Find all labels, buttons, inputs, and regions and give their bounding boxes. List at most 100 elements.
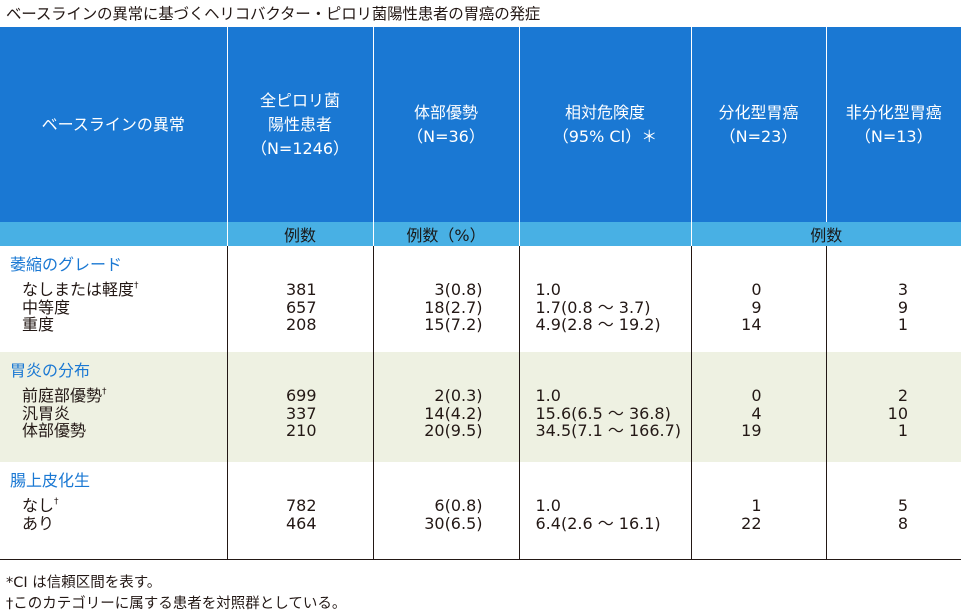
corpus-value: 6(0.8): [434, 496, 483, 515]
corpus-value: 3(0.8): [434, 280, 483, 299]
relative-risk-value-cell: 1.0 1.7(0.8 ～ 3.7) 4.9(2.8 ～ 19.2): [518, 246, 691, 352]
count-value: 337: [285, 403, 317, 423]
row-label: あり: [0, 513, 227, 533]
count-value: 699: [285, 386, 317, 405]
subheader-count: 例数: [226, 222, 373, 246]
count-value-cell: 782 464: [226, 462, 373, 560]
row-label-text: あり: [22, 513, 55, 533]
relative-risk-value: 1.0: [535, 496, 561, 515]
corpus-value: 20(9.5): [424, 421, 483, 440]
header-baseline-abnormality: ベースラインの異常: [0, 27, 227, 222]
row-label: なしまたは軽度†: [0, 281, 227, 299]
section-row: 萎縮のグレード なしまたは軽度† 中等度 重度 381 657 208 3(0.8) 18(2.…: [0, 246, 961, 352]
undiff-cancer-value: 5: [897, 496, 908, 515]
diff-cancer-value-cell: 1 22: [690, 462, 826, 560]
row-label-text: なし: [22, 496, 55, 515]
count-value-cell: 699 337 210: [226, 352, 373, 462]
corpus-value: 15(7.2): [424, 315, 483, 334]
section-row: 腸上皮化生 なし† あり 782 464 6(0.8) 30(6.5) 1.0 6.4(2.6 …: [0, 462, 961, 560]
count-value: 657: [285, 297, 317, 317]
dagger-mark: †: [102, 387, 107, 397]
count-value-cell: 381 657 208: [226, 246, 373, 352]
row-label-text: 汎胃炎: [22, 403, 71, 423]
undiff-cancer-value: 3: [897, 280, 908, 299]
row-label: 中等度: [0, 297, 227, 317]
corpus-value: 18(2.7): [424, 297, 483, 317]
relative-risk-value: 15.6(6.5 ～ 36.8): [535, 403, 671, 423]
data-table: ベースラインの異常 全ピロリ菌 陽性患者 （N=1246） 体部優勢 （N=36） 相…: [0, 27, 961, 560]
header-row: ベースラインの異常 全ピロリ菌 陽性患者 （N=1246） 体部優勢 （N=36） 相…: [0, 27, 961, 222]
relative-risk-value: 1.0: [535, 280, 561, 299]
row-label-text: 重度: [22, 315, 55, 334]
corpus-value: 2(0.3): [434, 386, 483, 405]
section-label-cell: 萎縮のグレード なしまたは軽度† 中等度 重度: [0, 246, 227, 352]
relative-risk-value: 6.4(2.6 ～ 16.1): [535, 513, 661, 533]
subheader-empty: [518, 222, 691, 246]
relative-risk-value: 4.9(2.8 ～ 19.2): [535, 315, 661, 334]
diff-cancer-value: 14: [741, 315, 762, 334]
section-label-cell: 胃炎の分布 前庭部優勢† 汎胃炎 体部優勢: [0, 352, 227, 462]
subheader-empty: [0, 222, 227, 246]
count-value: 381: [285, 280, 317, 299]
header-corpus-predominant: 体部優勢 （N=36）: [372, 27, 519, 222]
count-value: 208: [285, 315, 317, 334]
diff-cancer-value: 19: [741, 421, 762, 440]
subheader-row: 例数 例数（%） 例数: [0, 222, 961, 246]
count-value: 210: [285, 421, 317, 440]
relative-risk-value: 1.0: [535, 386, 561, 405]
dagger-mark: †: [54, 497, 59, 507]
diff-cancer-value: 22: [741, 513, 762, 533]
relative-risk-value-cell: 1.0 15.6(6.5 ～ 36.8) 34.5(7.1 ～ 166.7): [518, 352, 691, 462]
row-label-text: 体部優勢: [22, 421, 87, 440]
row-label: 前庭部優勢†: [0, 387, 227, 405]
subheader-count-cancer: 例数: [690, 222, 961, 246]
section-title: 萎縮のグレード: [10, 255, 123, 274]
diff-cancer-value: 4: [751, 403, 762, 423]
header-undifferentiated-cancer: 非分化型胃癌 （N=13）: [825, 27, 961, 222]
row-label: 汎胃炎: [0, 403, 227, 423]
row-label-text: 中等度: [22, 297, 71, 317]
undiff-cancer-value: 9: [897, 297, 908, 317]
relative-risk-value: 1.7(0.8 ～ 3.7): [535, 297, 651, 317]
corpus-value-cell: 6(0.8) 30(6.5): [372, 462, 519, 560]
row-label-text: なしまたは軽度: [22, 280, 135, 299]
section-label-cell: 腸上皮化生 なし† あり: [0, 462, 227, 560]
diff-cancer-value: 9: [751, 297, 762, 317]
header-differentiated-cancer: 分化型胃癌 （N=23）: [690, 27, 826, 222]
subheader-count-percent: 例数（%）: [372, 222, 519, 246]
diff-cancer-value: 1: [751, 496, 762, 515]
section-row: 胃炎の分布 前庭部優勢† 汎胃炎 体部優勢 699 337 210 2(0.3) 14(4.2)…: [0, 352, 961, 462]
footnote-ci: *CI は信頼区間を表す。: [6, 575, 162, 591]
row-label: なし†: [0, 497, 227, 515]
dagger-mark: †: [134, 281, 139, 291]
count-value: 782: [285, 496, 317, 515]
undiff-cancer-value: 8: [897, 513, 908, 533]
count-value: 464: [285, 513, 317, 533]
undiff-cancer-value: 10: [887, 403, 908, 423]
row-label-text: 前庭部優勢: [22, 386, 103, 405]
relative-risk-value-cell: 1.0 6.4(2.6 ～ 16.1): [518, 462, 691, 560]
undiff-cancer-value: 2: [897, 386, 908, 405]
corpus-value: 14(4.2): [424, 403, 483, 423]
diff-cancer-value: 0: [751, 386, 762, 405]
corpus-value-cell: 3(0.8) 18(2.7) 15(7.2): [372, 246, 519, 352]
undiff-cancer-value-cell: 2 10 1: [825, 352, 961, 462]
diff-cancer-value-cell: 0 4 19: [690, 352, 826, 462]
diff-cancer-value: 0: [751, 280, 762, 299]
table-title: ベースラインの異常に基づくヘリコバクター・ピロリ菌陽性患者の胃癌の発症: [6, 5, 541, 23]
undiff-cancer-value: 1: [897, 315, 908, 334]
section-title: 胃炎の分布: [10, 361, 91, 380]
header-all-hp-positive: 全ピロリ菌 陽性患者 （N=1246）: [226, 27, 373, 222]
undiff-cancer-value: 1: [897, 421, 908, 440]
header-relative-risk: 相対危険度 （95% CI）＊: [518, 27, 691, 222]
corpus-value: 30(6.5): [424, 513, 483, 533]
section-title: 腸上皮化生: [10, 471, 91, 490]
footnote-dagger: †このカテゴリーに属する患者を対照群としている。: [6, 596, 347, 612]
relative-risk-value: 34.5(7.1 ～ 166.7): [535, 421, 682, 440]
row-label: 重度: [0, 316, 227, 334]
diff-cancer-value-cell: 0 9 14: [690, 246, 826, 352]
row-label: 体部優勢: [0, 422, 227, 440]
corpus-value-cell: 2(0.3) 14(4.2) 20(9.5): [372, 352, 519, 462]
